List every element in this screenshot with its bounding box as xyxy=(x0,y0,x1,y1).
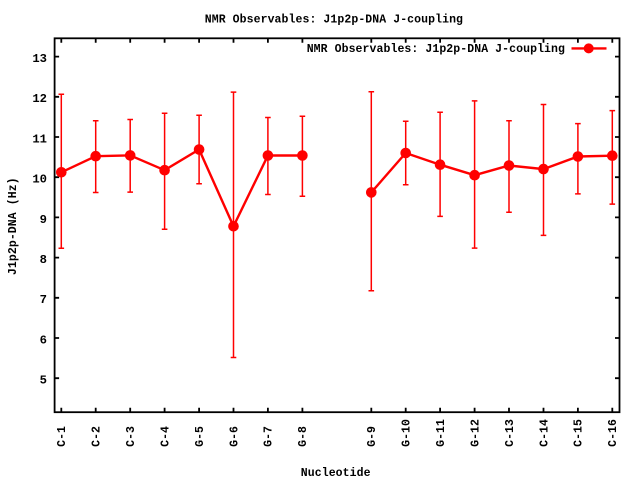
svg-text:G-8: G-8 xyxy=(297,426,310,447)
svg-text:G-6: G-6 xyxy=(228,426,241,447)
svg-text:J1p2p-DNA (Hz): J1p2p-DNA (Hz) xyxy=(7,177,20,275)
svg-text:G-12: G-12 xyxy=(469,419,482,447)
svg-text:8: 8 xyxy=(40,253,47,267)
svg-text:5: 5 xyxy=(40,374,47,388)
svg-text:10: 10 xyxy=(32,173,47,187)
svg-text:Nucleotide: Nucleotide xyxy=(301,467,371,480)
svg-text:C-1: C-1 xyxy=(56,426,69,447)
svg-text:12: 12 xyxy=(32,92,47,106)
svg-text:G-9: G-9 xyxy=(366,426,379,447)
svg-text:G-7: G-7 xyxy=(263,426,276,447)
svg-text:9: 9 xyxy=(40,213,47,227)
svg-text:13: 13 xyxy=(32,52,47,66)
svg-text:7: 7 xyxy=(40,293,47,307)
svg-text:6: 6 xyxy=(40,333,47,347)
svg-text:NMR Observables: J1p2p-DNA J-c: NMR Observables: J1p2p-DNA J-coupling xyxy=(307,43,565,56)
svg-text:C-3: C-3 xyxy=(125,426,138,447)
svg-text:C-13: C-13 xyxy=(504,419,517,447)
svg-text:C-15: C-15 xyxy=(573,419,586,447)
svg-text:G-11: G-11 xyxy=(435,419,448,447)
svg-text:C-2: C-2 xyxy=(91,426,104,447)
svg-text:11: 11 xyxy=(32,132,47,146)
svg-text:G-5: G-5 xyxy=(194,426,207,447)
svg-text:G-10: G-10 xyxy=(401,419,414,447)
svg-text:NMR Observables: J1p2p-DNA J-c: NMR Observables: J1p2p-DNA J-coupling xyxy=(205,14,463,27)
svg-text:C-16: C-16 xyxy=(607,419,620,447)
svg-text:C-14: C-14 xyxy=(538,419,551,447)
svg-text:C-4: C-4 xyxy=(159,426,172,447)
